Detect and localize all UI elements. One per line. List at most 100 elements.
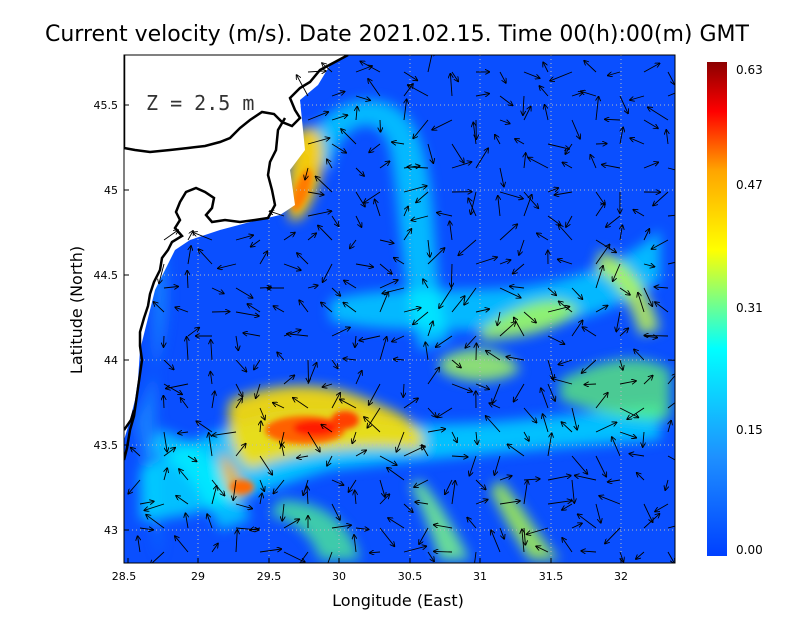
velocity-arrow bbox=[355, 95, 370, 100]
velocity-arrow bbox=[643, 264, 654, 267]
velocity-arrow bbox=[636, 551, 645, 559]
velocity-arrow bbox=[251, 239, 261, 247]
velocity-arrow bbox=[387, 468, 405, 481]
velocity-arrow bbox=[432, 119, 453, 130]
velocity-arrow bbox=[256, 383, 261, 398]
velocity-arrow bbox=[427, 143, 433, 163]
velocity-arrow bbox=[323, 263, 333, 282]
velocity-arrow bbox=[403, 546, 426, 553]
velocity-arrow bbox=[235, 444, 246, 457]
velocity-arrow bbox=[323, 384, 333, 387]
velocity-arrow bbox=[359, 335, 381, 341]
velocity-arrow bbox=[427, 429, 445, 433]
velocity-arrow bbox=[630, 138, 645, 145]
y-tick-label: 45 bbox=[104, 184, 118, 197]
velocity-arrow bbox=[451, 162, 471, 169]
velocity-arrow bbox=[394, 359, 405, 360]
velocity-arrow bbox=[547, 335, 564, 344]
velocity-arrow bbox=[619, 431, 636, 438]
velocity-arrow bbox=[475, 148, 488, 169]
velocity-arrow bbox=[499, 287, 521, 298]
velocity-arrow bbox=[394, 258, 405, 265]
velocity-arrow bbox=[523, 195, 532, 217]
velocity-arrow bbox=[392, 142, 405, 144]
velocity-arrow bbox=[499, 224, 517, 241]
velocity-arrow bbox=[331, 287, 340, 296]
velocity-arrow bbox=[465, 335, 477, 348]
velocity-arrow bbox=[475, 257, 497, 265]
velocity-arrow bbox=[144, 503, 165, 510]
velocity-arrow bbox=[250, 528, 261, 530]
velocity-arrow bbox=[499, 120, 510, 124]
velocity-arrow bbox=[408, 85, 429, 97]
velocity-arrow bbox=[404, 99, 407, 121]
velocity-arrow bbox=[547, 476, 571, 481]
velocity-arrow bbox=[211, 287, 224, 294]
velocity-arrow bbox=[178, 432, 189, 433]
velocity-arrow bbox=[547, 359, 553, 379]
velocity-arrow bbox=[563, 163, 573, 169]
velocity-arrow bbox=[282, 444, 285, 457]
velocity-arrow bbox=[667, 359, 675, 361]
land-mass bbox=[124, 55, 348, 440]
velocity-arrow bbox=[411, 215, 429, 220]
velocity-arrow bbox=[379, 263, 392, 274]
velocity-arrow bbox=[528, 158, 549, 169]
velocity-arrow bbox=[131, 448, 141, 457]
velocity-arrow bbox=[537, 233, 549, 241]
colorbar-tick: 0.31 bbox=[736, 301, 763, 315]
velocity-arrow bbox=[606, 215, 621, 227]
velocity-arrow bbox=[355, 491, 356, 505]
y-tick-label: 44 bbox=[104, 354, 118, 367]
velocity-arrow bbox=[499, 71, 506, 83]
velocity-arrow bbox=[524, 153, 526, 169]
velocity-arrow bbox=[634, 349, 645, 361]
velocity-arrow bbox=[571, 407, 577, 430]
velocity-arrow bbox=[666, 130, 668, 145]
x-tick-label: 30 bbox=[332, 570, 346, 583]
velocity-arrow bbox=[163, 396, 164, 409]
velocity-arrow bbox=[211, 486, 217, 505]
velocity-arrow bbox=[379, 292, 388, 313]
velocity-arrow bbox=[595, 503, 601, 523]
velocity-arrow bbox=[605, 527, 621, 544]
velocity-arrow bbox=[571, 119, 580, 139]
velocity-arrow bbox=[299, 300, 309, 313]
velocity-arrow bbox=[547, 383, 555, 401]
velocity-arrow bbox=[344, 281, 357, 289]
velocity-arrow bbox=[547, 501, 572, 505]
speed-hotspots bbox=[230, 169, 359, 494]
velocity-arrow bbox=[236, 530, 237, 553]
velocity-arrow bbox=[307, 431, 320, 452]
velocity-arrow bbox=[565, 143, 573, 154]
velocity-arrow bbox=[379, 479, 385, 497]
velocity-arrow bbox=[176, 496, 189, 505]
velocity-arrow bbox=[547, 143, 569, 149]
velocity-arrow bbox=[139, 528, 153, 530]
velocity-arrow bbox=[331, 143, 346, 153]
velocity-arrow bbox=[422, 445, 429, 457]
velocity-arrow bbox=[273, 479, 285, 493]
velocity-arrow bbox=[307, 112, 328, 121]
velocity-arrow bbox=[349, 479, 357, 492]
velocity-arrow bbox=[475, 94, 489, 96]
velocity-arrow bbox=[259, 251, 267, 265]
velocity-arrow bbox=[307, 192, 324, 195]
velocity-arrow bbox=[139, 501, 154, 504]
velocity-arrow bbox=[321, 425, 333, 433]
velocity-arrow bbox=[331, 503, 340, 520]
velocity-arrow bbox=[307, 233, 316, 241]
velocity-arrow bbox=[403, 71, 417, 80]
velocity-arrow bbox=[451, 143, 464, 163]
velocity-arrow bbox=[437, 407, 453, 417]
velocity-arrow bbox=[582, 327, 597, 337]
velocity-arrow bbox=[299, 551, 309, 563]
velocity-arrow bbox=[486, 416, 501, 433]
velocity-arrow bbox=[619, 328, 628, 337]
velocity-arrow bbox=[595, 245, 610, 265]
velocity-arrow bbox=[364, 417, 381, 433]
velocity-arrow bbox=[643, 162, 658, 169]
velocity-arrow bbox=[499, 527, 504, 539]
velocity-arrow bbox=[451, 359, 461, 368]
velocity-arrow bbox=[187, 246, 191, 265]
